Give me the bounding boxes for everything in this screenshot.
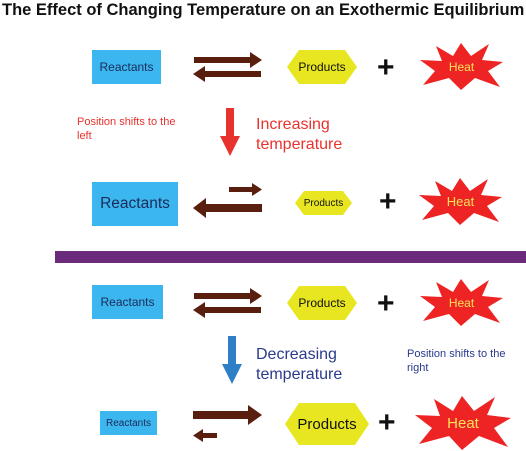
equilibrium-arrows-right-shift [193, 405, 262, 442]
heat-label: Heat [448, 295, 475, 310]
heat-label: Heat [446, 194, 475, 209]
equilibrium-arrows [193, 288, 262, 318]
products-hexagon-large: Products [285, 403, 369, 445]
increasing-temperature-label: Increasing temperature [256, 116, 343, 153]
reactants-box-large: Reactants [92, 182, 178, 226]
shift-right-note: Position shifts to the right [407, 348, 506, 374]
reactants-label: Reactants [100, 195, 170, 212]
products-label: Products [297, 415, 357, 433]
products-label: Products [298, 296, 346, 310]
decrease-arrow [222, 336, 242, 384]
heat-star: Heat [418, 178, 503, 225]
section-divider [55, 251, 526, 263]
heat-star: Heat [419, 279, 504, 326]
heat-star: Heat [419, 43, 504, 90]
plus-sign: + [377, 287, 395, 320]
reactants-box: Reactants [92, 50, 161, 84]
products-label: Products [303, 197, 344, 209]
products-hexagon: Products [287, 286, 357, 320]
plus-sign: + [379, 185, 397, 218]
plus-sign: + [377, 51, 395, 84]
equilibrium-arrows-left-shift [193, 183, 262, 218]
decreasing-temperature-label: Decreasing temperature [256, 346, 343, 383]
products-hexagon: Products [287, 50, 357, 84]
reactants-label: Reactants [100, 295, 155, 309]
heat-star-large: Heat [414, 396, 512, 450]
page-title: The Effect of Changing Temperature on an… [2, 1, 525, 19]
heat-label: Heat [447, 414, 479, 432]
shift-left-note: Position shifts to the left [77, 116, 176, 142]
products-hexagon-small: Products [295, 191, 352, 215]
plus-sign: + [378, 406, 396, 439]
reactants-box-small: Reactants [100, 411, 157, 435]
equilibrium-arrows [193, 52, 262, 82]
products-label: Products [298, 60, 346, 74]
reactants-label: Reactants [99, 60, 154, 74]
increase-arrow [220, 108, 240, 156]
heat-label: Heat [448, 59, 475, 74]
reactants-label: Reactants [105, 417, 152, 429]
reactants-box: Reactants [92, 285, 163, 319]
